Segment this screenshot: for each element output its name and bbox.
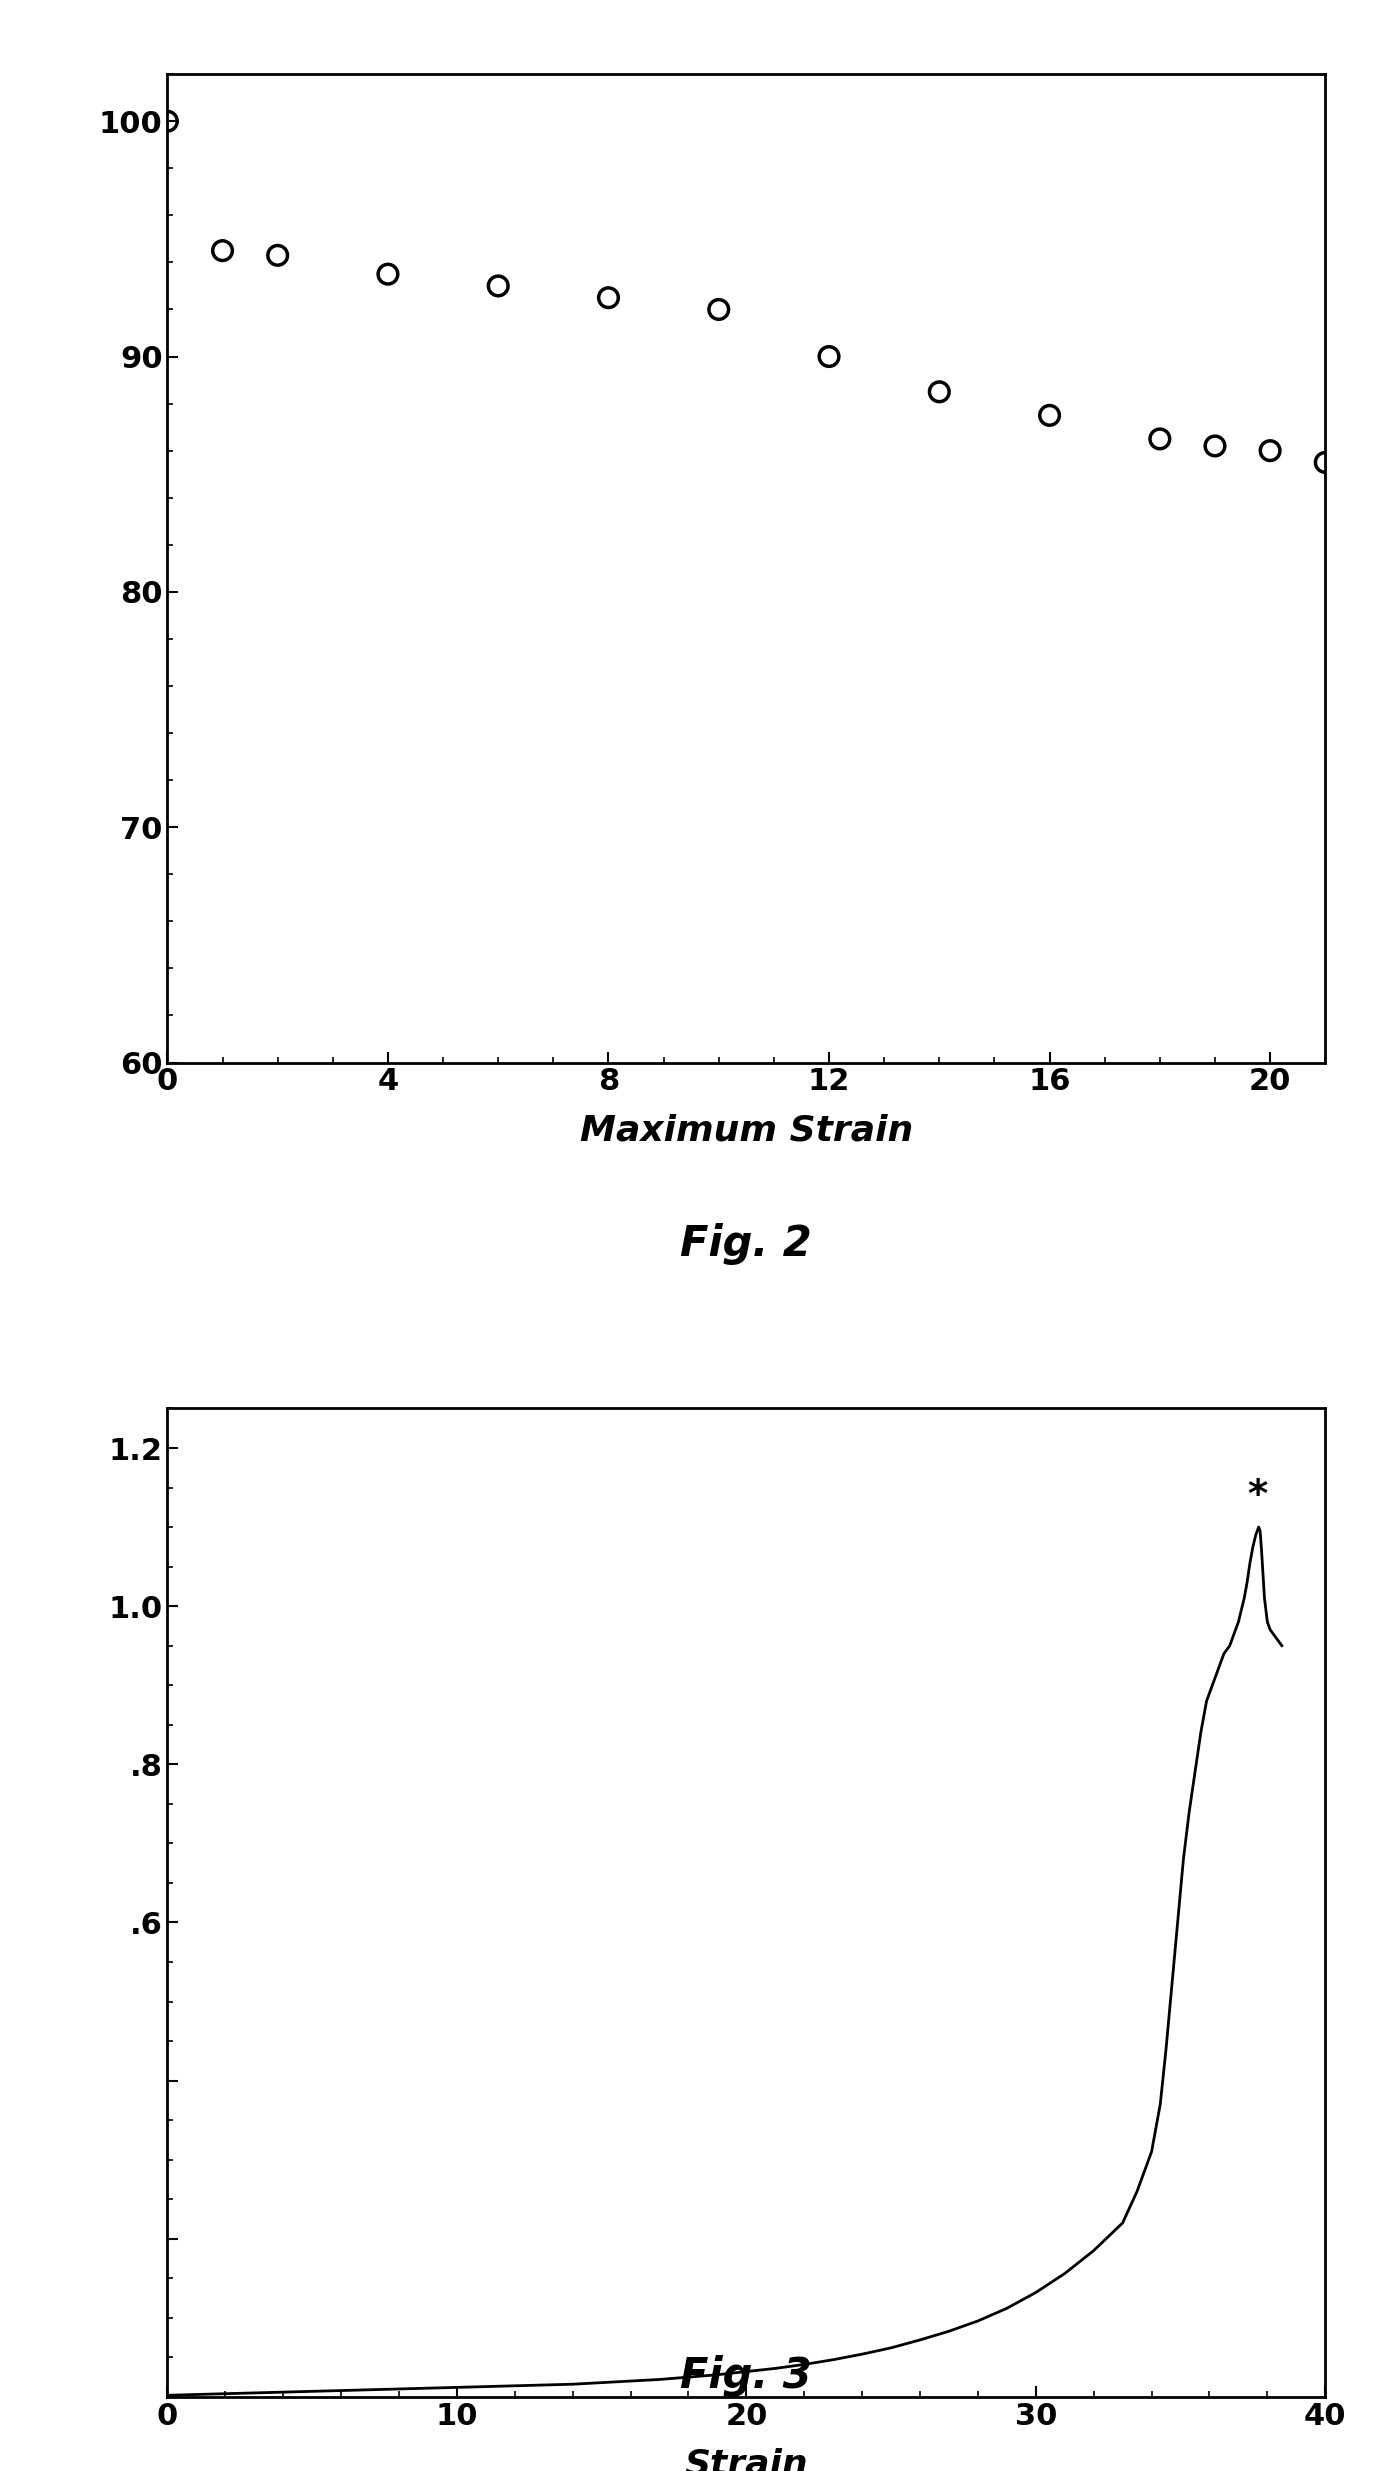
- Point: [377, 255, 399, 294]
- X-axis label: Maximum Strain: Maximum Strain: [580, 1112, 912, 1147]
- Point: [707, 289, 730, 329]
- Text: *: *: [1247, 1478, 1267, 1515]
- X-axis label: Strain: Strain: [685, 2446, 808, 2471]
- Point: [212, 230, 234, 269]
- Point: [1148, 420, 1170, 460]
- Text: Fig. 2: Fig. 2: [681, 1223, 812, 1265]
- Text: Fig. 3: Fig. 3: [681, 2355, 812, 2397]
- Point: [597, 277, 619, 316]
- Point: [1314, 442, 1336, 482]
- Point: [487, 267, 509, 306]
- Point: [266, 235, 289, 274]
- Point: [928, 373, 950, 413]
- Point: [1204, 425, 1226, 465]
- Point: [156, 101, 179, 141]
- Point: [817, 336, 840, 376]
- Point: [1038, 395, 1060, 435]
- Point: [1258, 430, 1281, 469]
